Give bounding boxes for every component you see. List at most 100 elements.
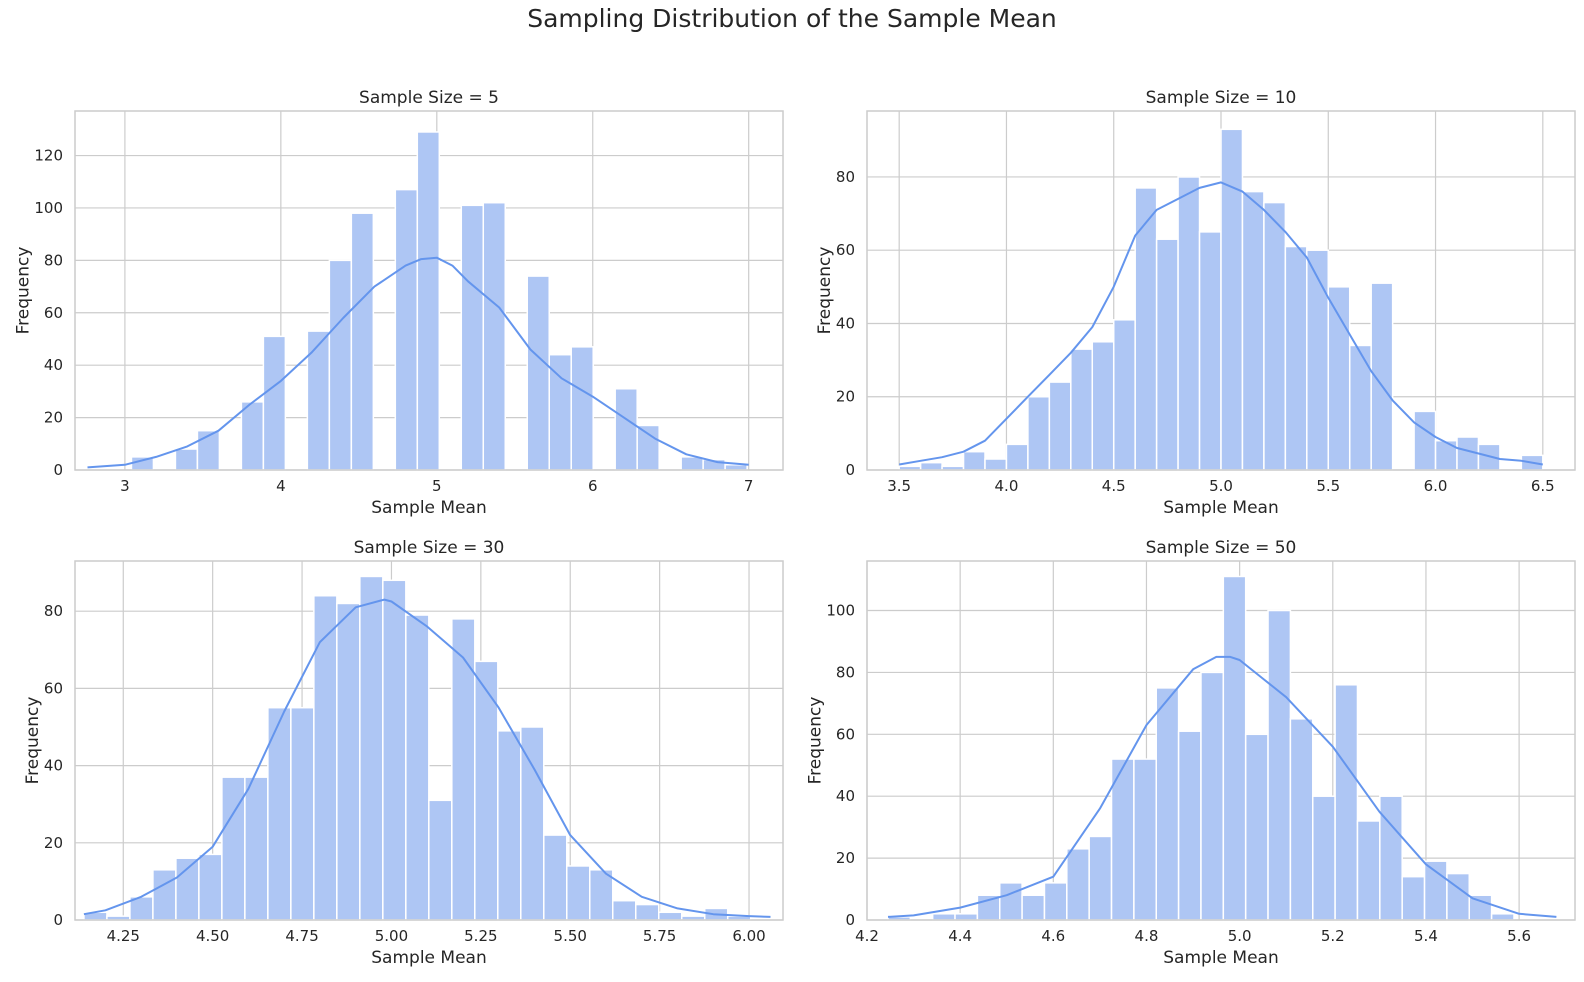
x-tick-label: 5.4 [1414, 927, 1438, 945]
histogram-bar [1490, 913, 1515, 921]
histogram-bar [1434, 439, 1458, 471]
x-tick-label: 5.0 [1209, 477, 1233, 495]
histogram-bar [543, 834, 568, 921]
histogram-bar [1088, 835, 1113, 921]
histogram-bar [1091, 341, 1115, 471]
histogram-bar [198, 853, 223, 921]
x-tick-label: 3.5 [887, 477, 911, 495]
histogram-bar [589, 869, 614, 921]
y-axis-label: Frequency [806, 697, 826, 785]
panel-1: 3 4 5 6 7 0 20 40 60 80 100 120 Sample Size = 5 Sampl… [14, 88, 784, 518]
histogram-bar [680, 456, 704, 471]
histogram-bar [451, 618, 476, 921]
y-tick-label: 0 [53, 911, 63, 929]
axes-frame [866, 110, 1576, 471]
histogram-bar [1027, 395, 1051, 471]
x-tick-label: 7 [744, 477, 754, 495]
axes-frame [866, 560, 1576, 921]
panel-title: Sample Size = 50 [1146, 538, 1297, 558]
x-tick-label: 5.25 [464, 927, 497, 945]
histogram-bar [1312, 795, 1336, 921]
histogram-bar [1198, 231, 1222, 471]
histogram-bar [1423, 860, 1448, 921]
axes-frame [74, 110, 784, 471]
y-tick-label: 20 [44, 834, 63, 852]
x-axis-label: Sample Mean [1163, 948, 1278, 968]
histogram-bar [1070, 348, 1094, 471]
histogram-bar [1222, 575, 1247, 921]
histogram-bar [262, 335, 287, 471]
y-tick-label: 80 [836, 168, 855, 186]
histogram-bar [1043, 882, 1068, 921]
figure-title: Sampling Distribution of the Sample Mean [527, 4, 1057, 33]
histogram-bar [612, 899, 637, 921]
y-axis-label: Frequency [14, 247, 34, 335]
histogram-bar [984, 458, 1008, 471]
histogram-bar [1306, 249, 1330, 471]
y-tick-label: 60 [836, 241, 855, 259]
histogram-bar [1021, 894, 1046, 921]
histogram-bar [954, 913, 979, 921]
histogram-bar [1244, 733, 1269, 921]
histogram-bar [1133, 758, 1158, 921]
panel-title: Sample Size = 10 [1146, 88, 1297, 108]
histogram-bar [1289, 718, 1314, 921]
histogram-bar [614, 388, 638, 471]
histogram-bar [1048, 381, 1072, 471]
histogram-bar [497, 730, 522, 921]
x-tick-label: 3 [120, 477, 130, 495]
histogram-bar [240, 401, 265, 471]
y-tick-label: 0 [845, 461, 855, 479]
histogram-bar [394, 188, 419, 471]
histogram-bar [350, 212, 375, 471]
histogram-bar [1446, 872, 1471, 921]
histogram-bar [382, 579, 407, 921]
x-tick-label: 4.4 [948, 927, 972, 945]
panel-3: 4.25 4.50 4.75 5.00 5.25 5.50 5.75 6.00 0 20 40 60 8… [23, 538, 784, 968]
x-axis-label: Sample Mean [371, 948, 486, 968]
histogram-bar [428, 799, 453, 921]
histogram-bar [1356, 820, 1381, 921]
panel-2: 3.5 4.0 4.5 5.0 5.5 6.0 6.5 0 20 40 60 80 Sample Siz… [815, 88, 1576, 518]
histogram-bar [570, 346, 594, 471]
x-tick-label: 6.5 [1531, 477, 1555, 495]
histogram-bar [1220, 128, 1244, 471]
histogram-bar [1155, 238, 1179, 471]
histogram-bar [405, 614, 430, 921]
histogram-bar [931, 913, 956, 921]
x-tick-label: 6 [588, 477, 598, 495]
histogram-bar [1200, 671, 1225, 921]
histogram-bar [1177, 730, 1202, 921]
y-tick-label: 20 [44, 409, 63, 427]
x-tick-label: 5.75 [643, 927, 676, 945]
x-tick-label: 5.00 [375, 927, 408, 945]
y-tick-label: 20 [836, 388, 855, 406]
histogram-bar [1112, 319, 1136, 471]
x-axis-label: Sample Mean [371, 498, 486, 518]
axes-frame [74, 560, 784, 921]
histogram-bar [1263, 201, 1287, 471]
histogram-bar [1066, 848, 1090, 921]
histogram-bar [962, 450, 986, 471]
histogram-bar [336, 602, 361, 921]
panel-title: Sample Size = 5 [359, 88, 499, 108]
y-tick-label: 60 [836, 725, 855, 743]
panel-4: 4.2 4.4 4.6 4.8 5.0 5.2 5.4 5.6 0 20 40 60 80 100 Samp… [806, 538, 1576, 968]
x-tick-label: 5 [432, 477, 442, 495]
histogram-bar [152, 869, 177, 921]
x-tick-label: 4.6 [1041, 927, 1065, 945]
x-tick-label: 6.0 [1424, 477, 1448, 495]
histogram-bar [1284, 245, 1308, 471]
x-tick-label: 5.2 [1321, 927, 1345, 945]
y-tick-label: 40 [44, 356, 63, 374]
histogram-bar [482, 201, 507, 471]
histogram-bar [520, 726, 545, 921]
x-tick-label: 4.25 [107, 927, 140, 945]
histogram-bar [359, 575, 384, 921]
y-tick-label: 80 [44, 602, 63, 620]
y-tick-label: 120 [34, 147, 63, 165]
histogram-bar [919, 461, 943, 471]
y-axis-label: Frequency [815, 247, 835, 335]
kde-line [83, 598, 771, 918]
